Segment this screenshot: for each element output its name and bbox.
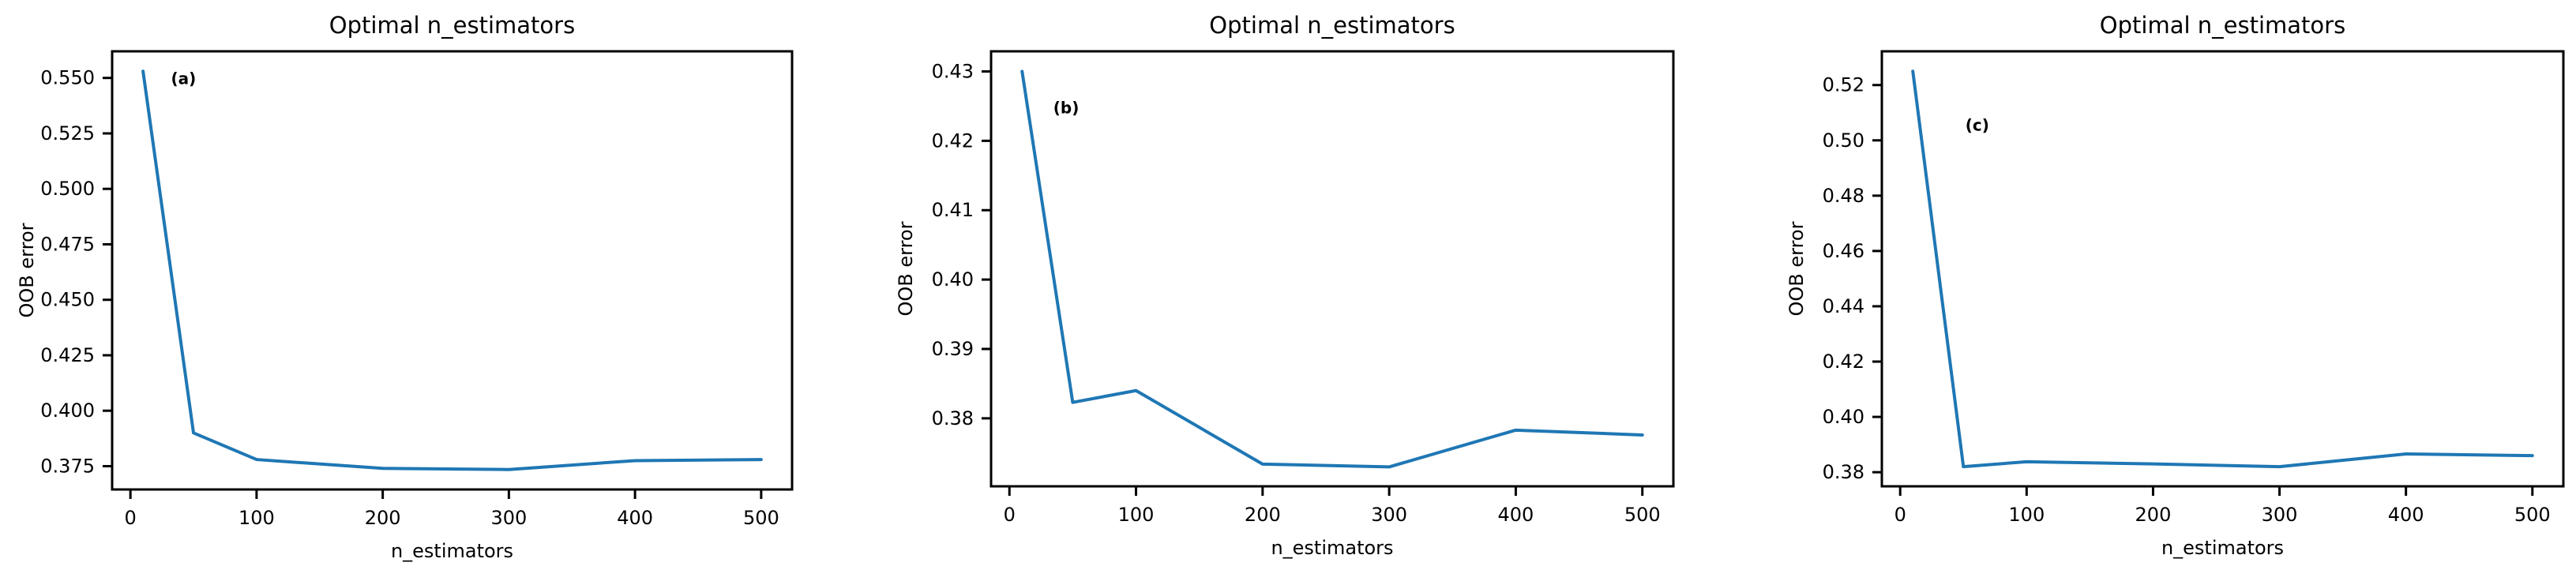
chart-a: 0 100 200 300 400 500 0.375 0.400 0.425 0.450 0.47… bbox=[16, 12, 794, 562]
x-tick-label: 500 bbox=[743, 507, 779, 529]
y-tick-label: 0.41 bbox=[932, 199, 974, 221]
y-tick-label: 0.400 bbox=[40, 399, 95, 422]
y-tick-label: 0.46 bbox=[1823, 240, 1864, 262]
x-tick-label: 200 bbox=[1245, 504, 1281, 526]
x-tick-label: 100 bbox=[2008, 504, 2045, 526]
oob-error-line bbox=[141, 69, 763, 471]
plot-border bbox=[1880, 50, 2565, 488]
plot-area: 0 100 200 300 400 500 0.38 0.39 0.40 0.41 0.42 0.43 bbox=[932, 50, 1675, 526]
y-axis-label: OOB error bbox=[1786, 221, 1808, 316]
y-tick-label: 0.38 bbox=[1823, 461, 1864, 483]
oob-error-line bbox=[1911, 69, 2534, 469]
y-tick-label: 0.450 bbox=[40, 289, 95, 311]
subplot-annotation: (a) bbox=[171, 69, 197, 88]
x-tick-label: 0 bbox=[1894, 504, 1906, 526]
chart-panel-c: 0 100 200 300 400 500 0.38 0.40 0.42 0.44 0.46 0.48… bbox=[1718, 0, 2576, 570]
x-axis-label: n_estimators bbox=[391, 540, 513, 562]
x-tick-label: 300 bbox=[1371, 504, 1407, 526]
chart-panel-b: 0 100 200 300 400 500 0.38 0.39 0.40 0.41 0.42 0.43… bbox=[859, 0, 1718, 570]
plot-border bbox=[111, 50, 794, 491]
x-tick-label: 100 bbox=[1118, 504, 1155, 526]
chart-title: Optimal n_estimators bbox=[1209, 12, 1455, 39]
x-tick-label: 500 bbox=[2514, 504, 2551, 526]
x-tick-label: 400 bbox=[2388, 504, 2424, 526]
x-tick-label: 300 bbox=[2262, 504, 2298, 526]
x-tick-label: 0 bbox=[1004, 504, 1016, 526]
x-tick-label: 400 bbox=[617, 507, 653, 529]
y-tick-label: 0.425 bbox=[40, 344, 95, 366]
y-tick-label: 0.40 bbox=[932, 268, 974, 291]
y-tick-label: 0.38 bbox=[932, 407, 974, 429]
y-tick-label: 0.52 bbox=[1823, 74, 1864, 96]
y-axis-label: OOB error bbox=[895, 221, 917, 316]
oob-error-line bbox=[1020, 69, 1644, 469]
chart-panel-a: 0 100 200 300 400 500 0.375 0.400 0.425 0.450 0.47… bbox=[0, 0, 859, 570]
x-tick-label: 400 bbox=[1498, 504, 1534, 526]
x-tick-label: 200 bbox=[2135, 504, 2172, 526]
plot-area: 0 100 200 300 400 500 0.38 0.40 0.42 0.44 0.46 0.48… bbox=[1823, 50, 2565, 526]
chart-title: Optimal n_estimators bbox=[2100, 12, 2345, 39]
chart-b: 0 100 200 300 400 500 0.38 0.39 0.40 0.41 0.42 0.43… bbox=[895, 12, 1675, 559]
y-tick-label: 0.39 bbox=[932, 338, 974, 360]
x-tick-label: 100 bbox=[238, 507, 275, 529]
y-tick-label: 0.44 bbox=[1823, 295, 1864, 317]
x-tick-label: 200 bbox=[365, 507, 401, 529]
y-tick-label: 0.50 bbox=[1823, 129, 1864, 152]
x-axis-label: n_estimators bbox=[2161, 537, 2284, 559]
y-tick-label: 0.550 bbox=[40, 67, 95, 89]
chart-title: Optimal n_estimators bbox=[329, 12, 575, 39]
plot-area: 0 100 200 300 400 500 0.375 0.400 0.425 0.450 0.47… bbox=[40, 50, 794, 529]
y-axis-label: OOB error bbox=[16, 223, 38, 317]
y-tick-label: 0.42 bbox=[932, 129, 974, 152]
x-tick-label: 0 bbox=[125, 507, 137, 529]
y-tick-label: 0.40 bbox=[1823, 406, 1864, 428]
y-tick-label: 0.48 bbox=[1823, 185, 1864, 207]
y-tick-label: 0.42 bbox=[1823, 351, 1864, 373]
plot-border bbox=[989, 50, 1675, 488]
y-tick-label: 0.43 bbox=[932, 60, 974, 82]
subplot-annotation: (b) bbox=[1053, 99, 1080, 118]
y-tick-label: 0.500 bbox=[40, 178, 95, 200]
x-tick-label: 500 bbox=[1624, 504, 1661, 526]
y-tick-label: 0.375 bbox=[40, 455, 95, 477]
chart-c: 0 100 200 300 400 500 0.38 0.40 0.42 0.44 0.46 0.48… bbox=[1786, 12, 2565, 559]
x-axis-label: n_estimators bbox=[1271, 537, 1393, 559]
subplot-annotation: (c) bbox=[1966, 116, 1989, 135]
y-tick-label: 0.475 bbox=[40, 233, 95, 255]
y-tick-label: 0.525 bbox=[40, 122, 95, 144]
x-tick-label: 300 bbox=[490, 507, 527, 529]
